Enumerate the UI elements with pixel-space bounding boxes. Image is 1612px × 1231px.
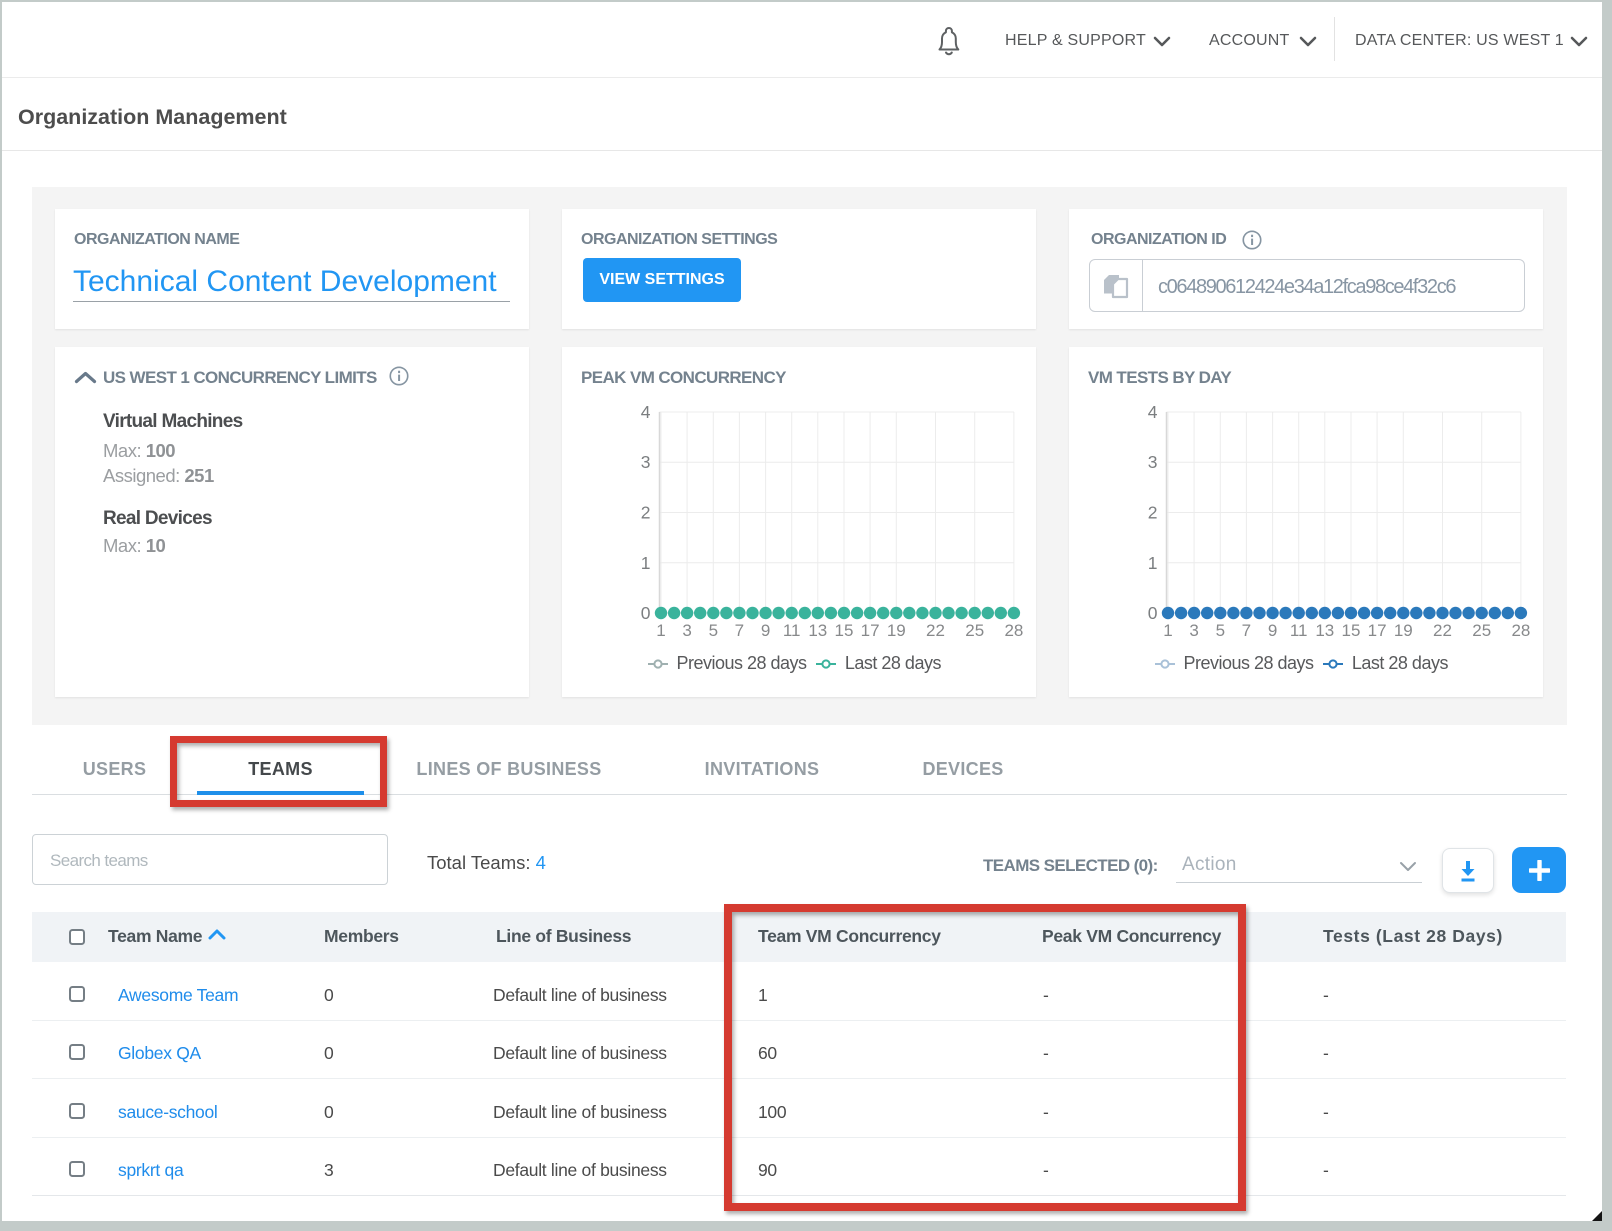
svg-text:1: 1 [1163, 621, 1172, 640]
svg-text:17: 17 [1368, 621, 1387, 640]
svg-text:1: 1 [656, 621, 665, 640]
svg-text:7: 7 [1242, 621, 1251, 640]
svg-text:22: 22 [1433, 621, 1452, 640]
svg-text:28: 28 [1511, 621, 1530, 640]
svg-text:15: 15 [1342, 621, 1361, 640]
svg-text:7: 7 [735, 621, 744, 640]
svg-text:1: 1 [1148, 553, 1158, 573]
svg-text:22: 22 [926, 621, 945, 640]
svg-text:25: 25 [965, 621, 984, 640]
svg-text:17: 17 [861, 621, 880, 640]
svg-text:11: 11 [1290, 621, 1308, 640]
svg-text:11: 11 [783, 621, 801, 640]
svg-text:13: 13 [1315, 621, 1334, 640]
svg-text:4: 4 [1148, 402, 1158, 422]
svg-text:5: 5 [709, 621, 718, 640]
svg-text:0: 0 [641, 603, 651, 623]
svg-text:28: 28 [1004, 621, 1023, 640]
svg-text:3: 3 [682, 621, 691, 640]
svg-text:2: 2 [1148, 503, 1158, 523]
svg-text:19: 19 [887, 621, 906, 640]
svg-text:1: 1 [641, 553, 651, 573]
svg-text:9: 9 [1268, 621, 1277, 640]
svg-text:25: 25 [1472, 621, 1491, 640]
svg-text:3: 3 [1148, 452, 1158, 472]
svg-text:15: 15 [835, 621, 854, 640]
svg-text:4: 4 [641, 402, 651, 422]
svg-text:5: 5 [1216, 621, 1225, 640]
svg-text:3: 3 [1189, 621, 1198, 640]
svg-text:9: 9 [761, 621, 770, 640]
svg-text:19: 19 [1394, 621, 1413, 640]
svg-text:3: 3 [641, 452, 651, 472]
svg-text:2: 2 [641, 503, 651, 523]
svg-text:13: 13 [808, 621, 827, 640]
svg-text:0: 0 [1148, 603, 1158, 623]
